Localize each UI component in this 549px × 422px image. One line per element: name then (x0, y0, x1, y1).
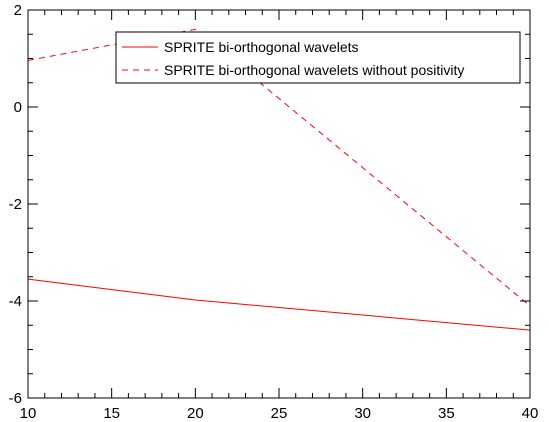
y-tick-label: -2 (9, 196, 22, 213)
series-line-1 (27, 278, 531, 331)
x-tick-label: 10 (20, 405, 37, 422)
axes-ticks (27, 9, 531, 399)
x-tick-label: 30 (354, 405, 371, 422)
y-tick-label: 2 (14, 2, 22, 19)
series-line-2 (27, 28, 531, 307)
x-tick-label: 40 (522, 405, 539, 422)
legend: SPRITE bi-orthogonal wavelets SPRITE bi-… (115, 31, 521, 84)
legend-label-series-2: SPRITE bi-orthogonal wavelets without po… (164, 62, 464, 78)
x-tick-label: 20 (187, 405, 204, 422)
x-tick-label: 35 (438, 405, 455, 422)
y-tick-label: -6 (9, 390, 22, 407)
x-tick-label: 15 (103, 405, 120, 422)
y-tick-label: -4 (9, 293, 22, 310)
y-tick-label: 0 (14, 99, 22, 116)
plot-frame (27, 9, 531, 399)
tick-labels: 10 15 20 25 30 35 40 -6 -4 -2 0 2 (9, 2, 539, 422)
legend-label-series-1: SPRITE bi-orthogonal wavelets (164, 39, 359, 55)
x-tick-label: 25 (271, 405, 288, 422)
legend-box (115, 31, 521, 84)
plot-lines (27, 28, 531, 331)
